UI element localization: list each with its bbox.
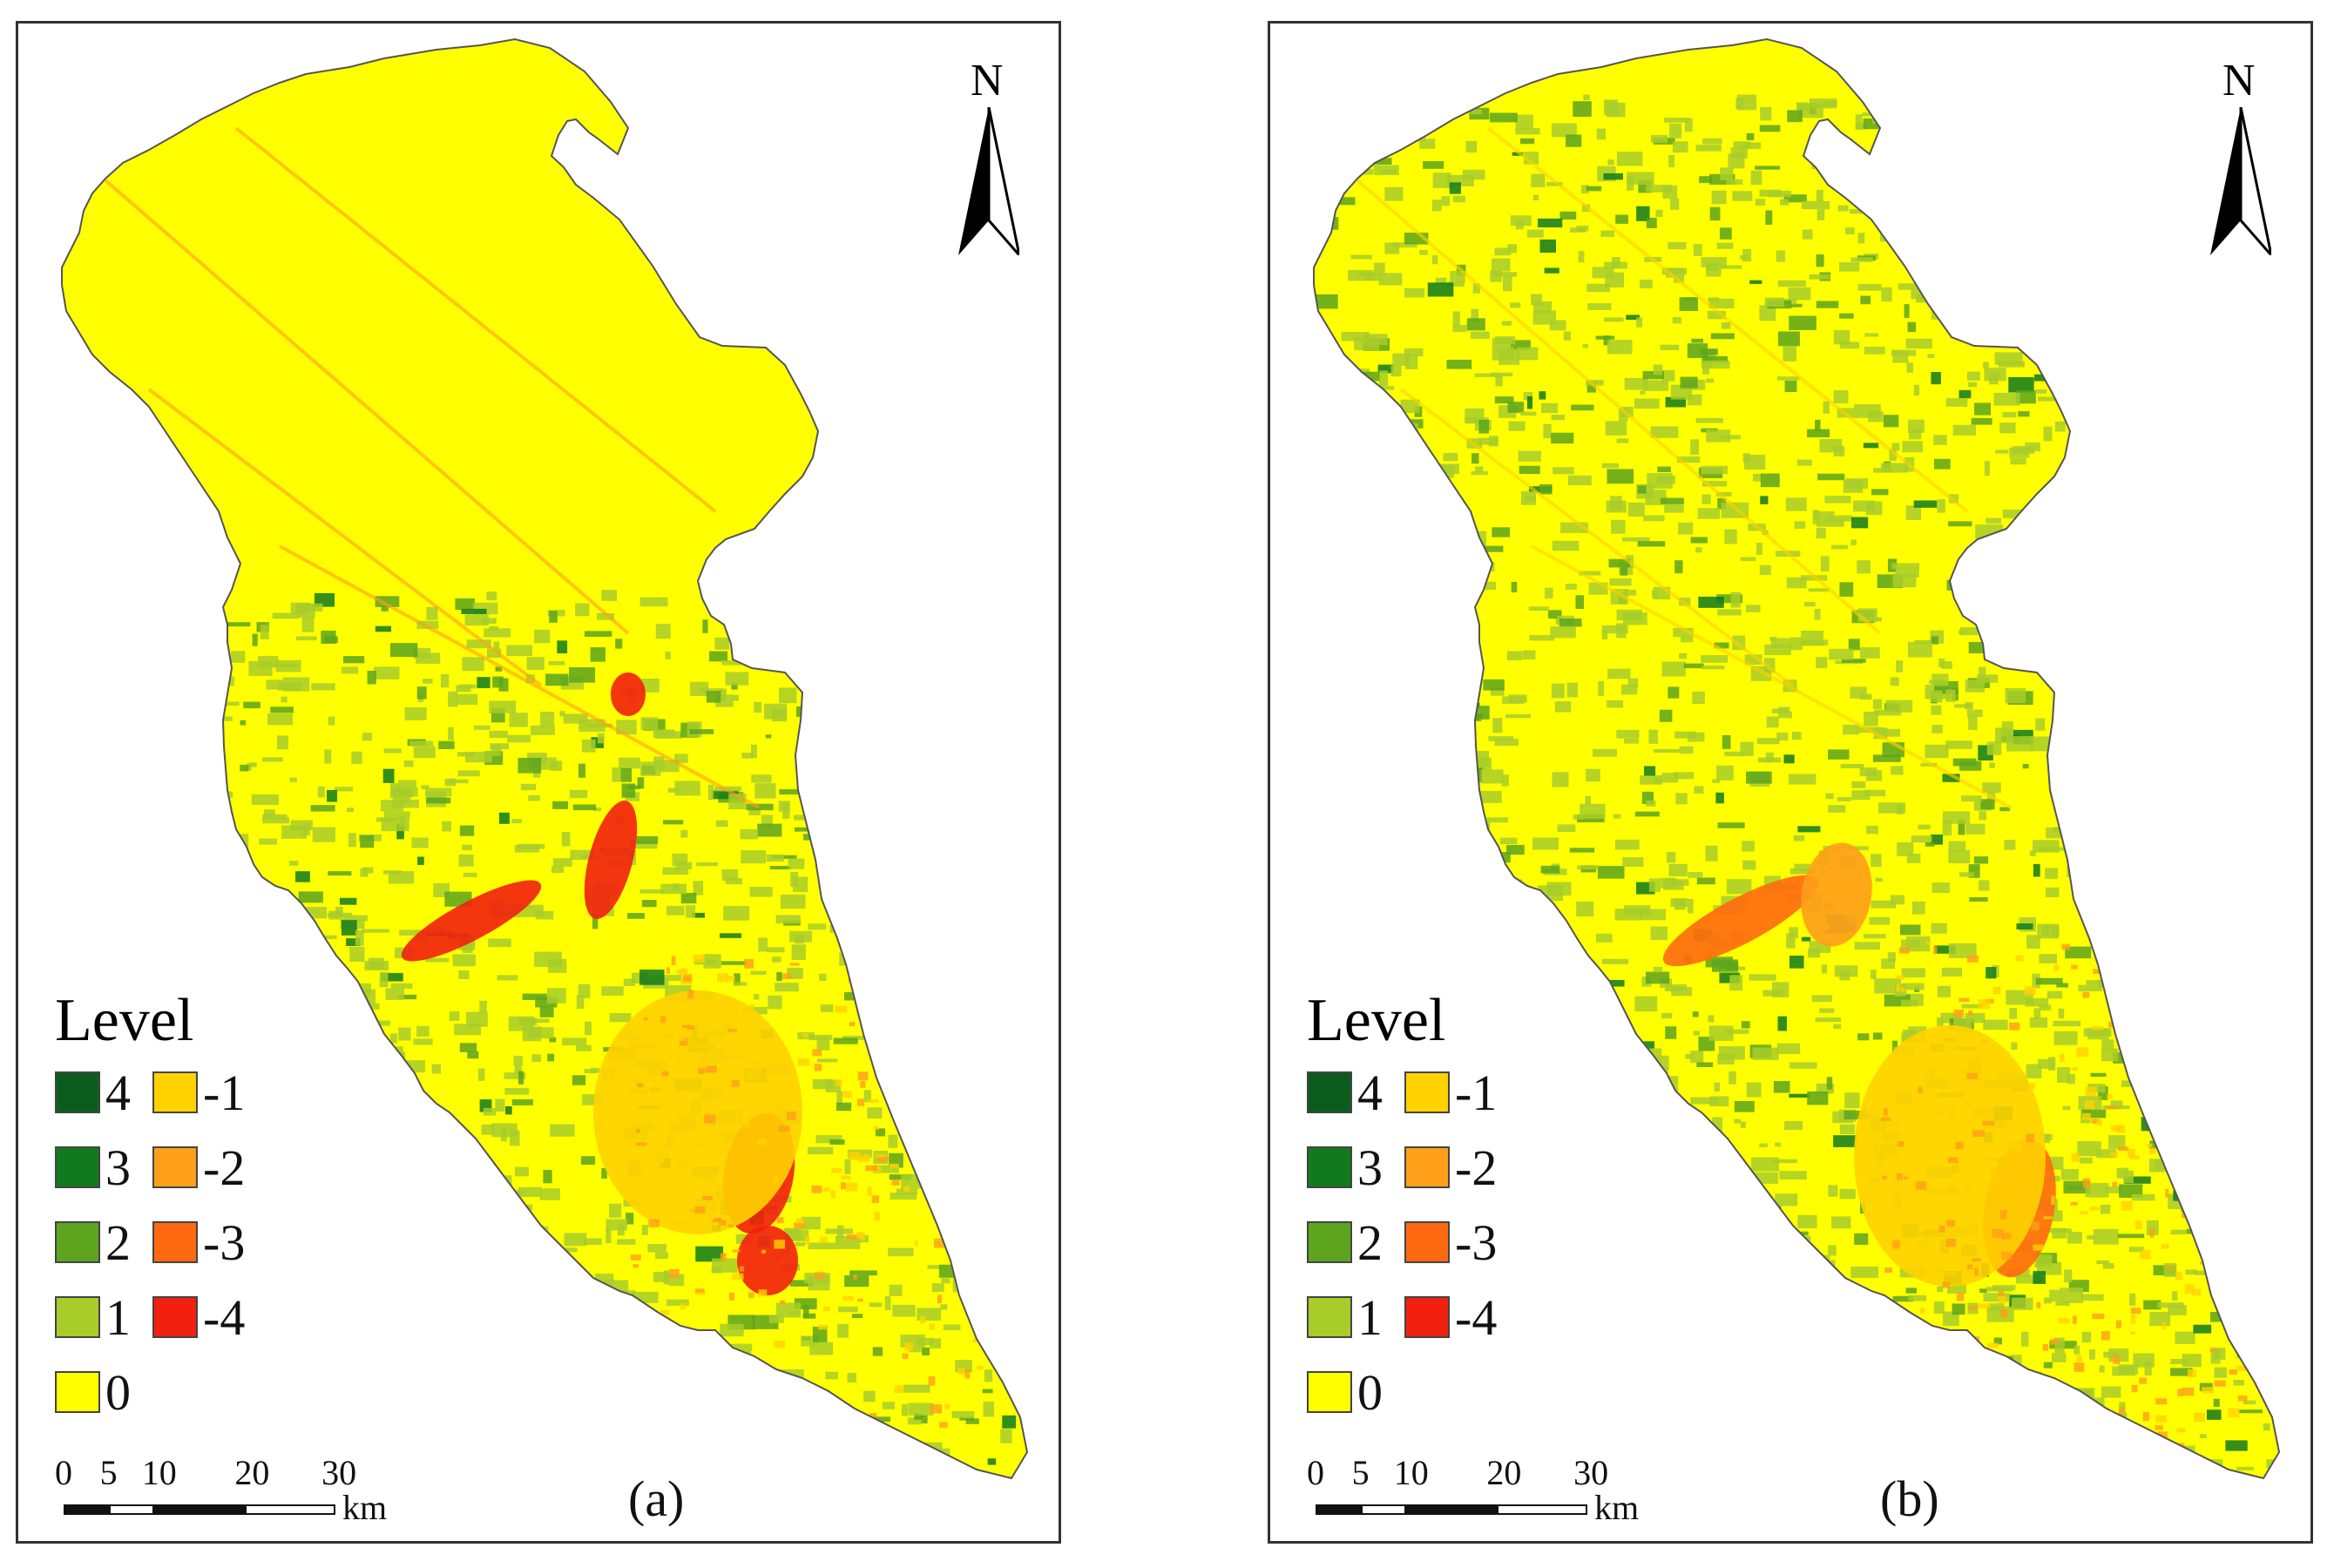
- legend-label: 4: [105, 1064, 131, 1121]
- legend-swatch: [55, 1221, 100, 1263]
- legend-swatch: [55, 1071, 100, 1113]
- scale-bar: 0 5 10 20 30 km: [55, 1452, 421, 1531]
- scale-bar-segment: [1497, 1504, 1587, 1515]
- legend-swatch: [1307, 1221, 1352, 1263]
- legend-item: 4: [1307, 1064, 1383, 1121]
- legend-item: 0: [1307, 1364, 1383, 1421]
- scale-tick-label: 0: [55, 1453, 72, 1492]
- scale-tick-label: 10: [1393, 1453, 1429, 1492]
- legend-label: -2: [203, 1139, 246, 1196]
- scale-tick-label: 5: [1351, 1453, 1370, 1492]
- legend-label: 2: [1357, 1213, 1383, 1271]
- level-map-a: [61, 37, 1029, 1480]
- scale-bar-segment: [1406, 1504, 1497, 1515]
- legend-item: 1: [1307, 1289, 1383, 1346]
- legend-item: 2: [55, 1214, 131, 1271]
- legend-label: -3: [1455, 1213, 1498, 1271]
- legend-item: 4: [55, 1064, 131, 1121]
- legend-swatch: [55, 1296, 100, 1338]
- scale-bar-segment: [154, 1504, 245, 1515]
- legend-label: 1: [105, 1288, 131, 1346]
- legend-swatch: [152, 1071, 198, 1113]
- legend-label: 0: [1357, 1363, 1383, 1421]
- scale-tick-label: 10: [141, 1453, 177, 1492]
- scale-tick-label: 20: [1486, 1453, 1522, 1492]
- scale-unit: km: [1594, 1488, 1640, 1527]
- north-arrow-icon: [958, 107, 1019, 255]
- region-boundary: [1313, 37, 2281, 1480]
- legend-item: -2: [1404, 1139, 1497, 1196]
- scale-bar-segment: [64, 1504, 109, 1515]
- legend-label: -4: [203, 1288, 246, 1346]
- legend-swatch: [55, 1371, 100, 1413]
- legend-label: 3: [1357, 1139, 1383, 1196]
- scale-tick-label: 5: [99, 1453, 118, 1492]
- north-arrow-label: N: [971, 56, 1004, 105]
- scale-tick-label: 20: [234, 1453, 270, 1492]
- legend-label: -1: [1455, 1064, 1498, 1121]
- scale-bar-segment: [109, 1504, 154, 1515]
- legend-item: -1: [152, 1064, 246, 1121]
- scale-bar: 0 5 10 20 30 km: [1307, 1452, 1673, 1531]
- scale-tick-label: 30: [1573, 1453, 1609, 1492]
- north-arrow: N: [2198, 55, 2285, 264]
- panel-label: (b): [1880, 1470, 1939, 1527]
- region-boundary: [61, 37, 1029, 1480]
- legend-swatch: [152, 1296, 198, 1338]
- legend-item: 1: [55, 1289, 131, 1346]
- legend-item: -3: [152, 1214, 245, 1271]
- scale-tick-label: 30: [321, 1453, 357, 1492]
- legend-swatch: [1404, 1296, 1450, 1338]
- legend-swatch: [1404, 1071, 1450, 1113]
- scale-bar-segment: [1316, 1504, 1361, 1515]
- north-arrow: N: [946, 55, 1033, 264]
- legend-label: 3: [105, 1139, 131, 1196]
- legend-item: -4: [152, 1289, 245, 1346]
- scale-bar-segment: [245, 1504, 335, 1515]
- legend-label: -4: [1455, 1288, 1498, 1346]
- legend-swatch: [1307, 1071, 1352, 1113]
- map-panel-b: N Level 4 3 2 1 0 -1 -2 -3 -4 0 5 10 20 30 km (b): [1268, 21, 2313, 1544]
- scale-bar-segment: [1361, 1504, 1406, 1515]
- legend-title: Level: [55, 987, 194, 1054]
- legend-label: -2: [1455, 1139, 1498, 1196]
- legend-item: 2: [1307, 1214, 1383, 1271]
- legend-item: -4: [1404, 1289, 1497, 1346]
- north-arrow-label: N: [2222, 56, 2256, 105]
- map-panel-a: N Level 4 3 2 1 0 -1 -2 -3 -4 0 5 10 20 30 km (a): [16, 21, 1061, 1544]
- legend-label: -1: [203, 1064, 246, 1121]
- legend-swatch: [1404, 1221, 1450, 1263]
- legend-items: 4 3 2 1 0 -1 -2 -3 -4: [1307, 1064, 1594, 1441]
- legend-label: 0: [105, 1363, 131, 1421]
- panel-label: (a): [628, 1470, 685, 1527]
- legend-item: -1: [1404, 1064, 1498, 1121]
- legend: Level 4 3 2 1 0 -1 -2 -3 -4: [55, 986, 342, 1441]
- legend-swatch: [152, 1221, 198, 1263]
- legend-label: -3: [203, 1213, 246, 1271]
- legend-swatch: [1307, 1371, 1352, 1413]
- legend-swatch: [1404, 1146, 1450, 1188]
- legend-item: 0: [55, 1364, 131, 1421]
- legend-items: 4 3 2 1 0 -1 -2 -3 -4: [55, 1064, 342, 1441]
- legend-item: 3: [1307, 1139, 1383, 1196]
- north-arrow-icon: [2210, 107, 2271, 255]
- legend-label: 2: [105, 1213, 131, 1271]
- legend-item: 3: [55, 1139, 131, 1196]
- legend-swatch: [55, 1146, 100, 1188]
- scale-tick-label: 0: [1307, 1453, 1324, 1492]
- scale-unit: km: [342, 1488, 388, 1527]
- legend-item: -2: [152, 1139, 245, 1196]
- level-map-b: [1313, 37, 2281, 1480]
- legend: Level 4 3 2 1 0 -1 -2 -3 -4: [1307, 986, 1594, 1441]
- legend-label: 4: [1357, 1064, 1383, 1121]
- legend-item: -3: [1404, 1214, 1497, 1271]
- legend-swatch: [1307, 1296, 1352, 1338]
- legend-title: Level: [1307, 987, 1446, 1054]
- legend-swatch: [152, 1146, 198, 1188]
- legend-label: 1: [1357, 1288, 1383, 1346]
- legend-swatch: [1307, 1146, 1352, 1188]
